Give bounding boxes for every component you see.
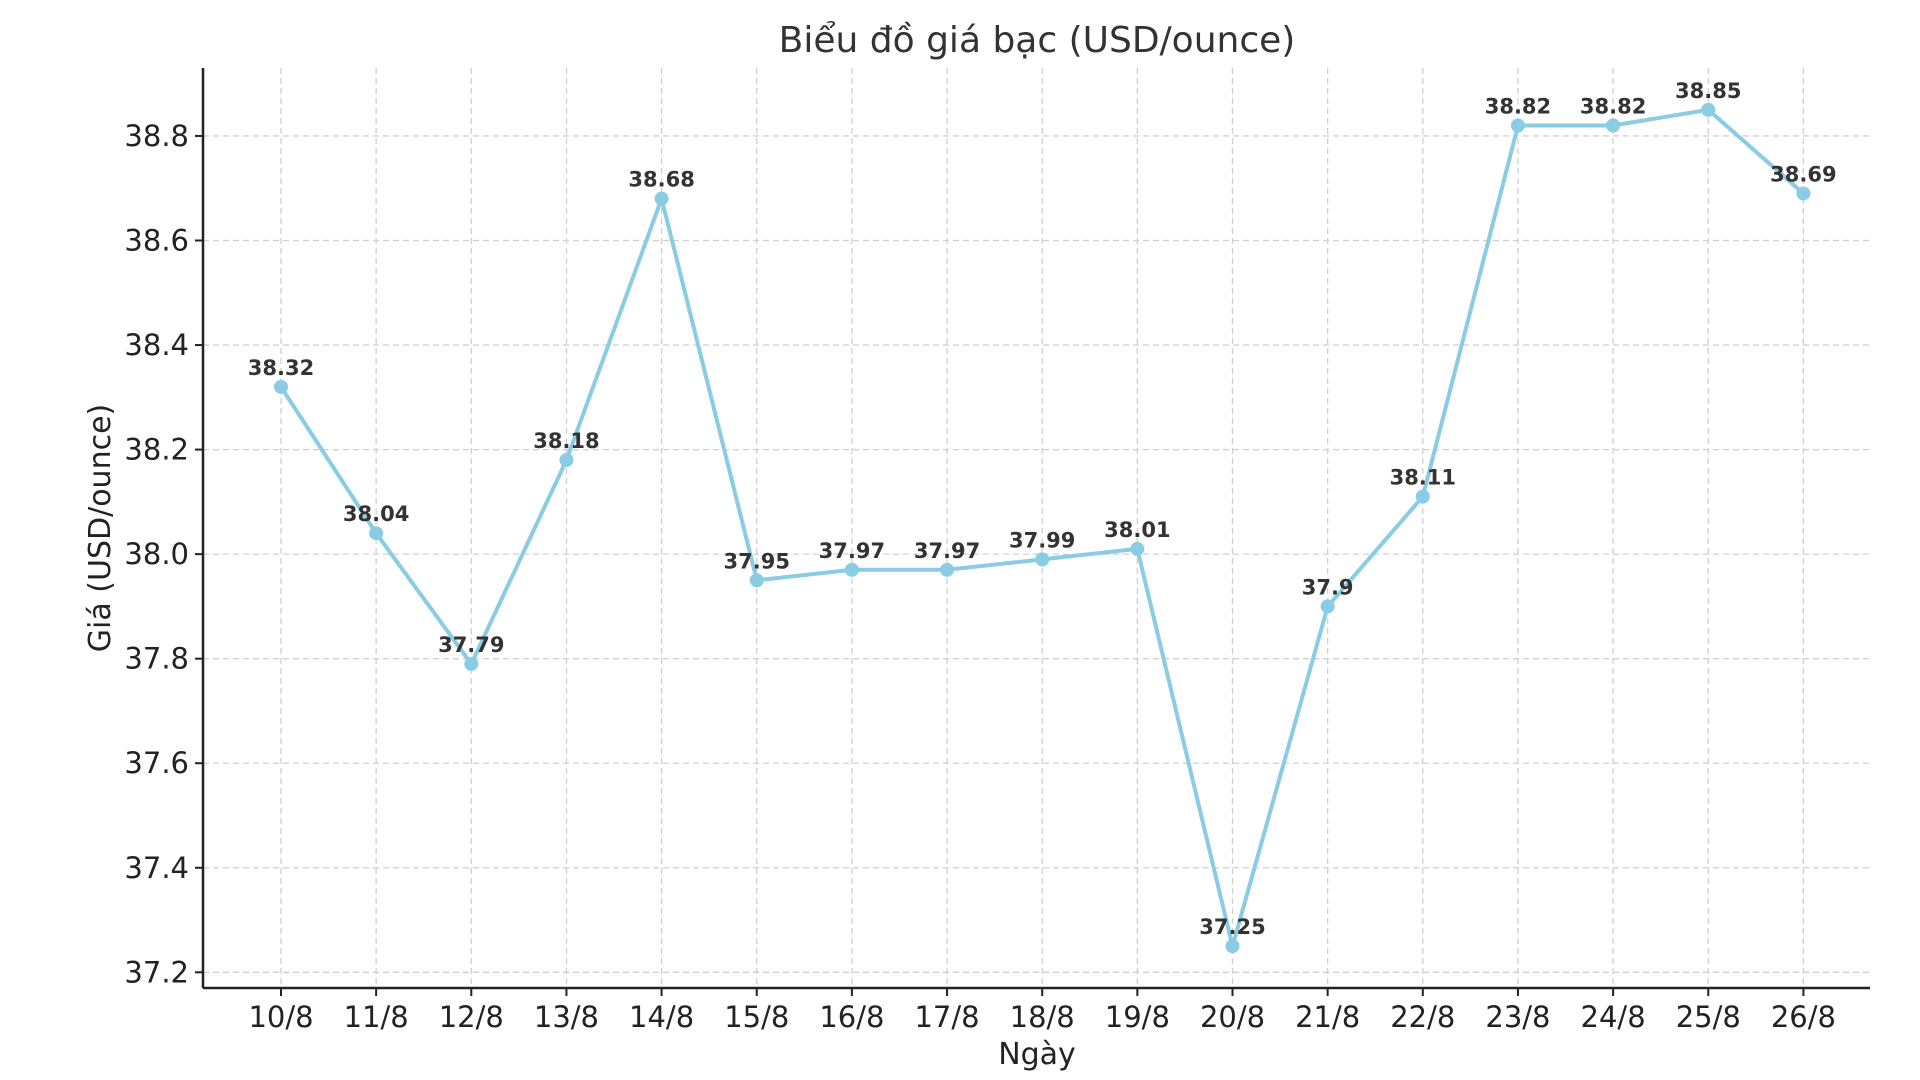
x-tick-label: 16/8: [819, 1000, 884, 1034]
data-label: 38.82: [1580, 95, 1646, 119]
data-point: [1701, 102, 1716, 117]
data-point: [369, 526, 384, 541]
x-tick-label: 21/8: [1295, 1000, 1360, 1034]
data-point: [1796, 186, 1811, 201]
x-tick-label: 11/8: [344, 1000, 409, 1034]
x-ticks: 10/8 11/8 12/8 13/8 14/8 15/8 16/8 17/8 18/8 19/8…: [248, 988, 1836, 1034]
data-point: [274, 379, 288, 394]
data-labels: 38.32 38.04 37.79 38.18 38.68 37.95 37.97 37.97…: [248, 79, 1837, 939]
y-tick-label: 37.2: [124, 955, 189, 989]
data-point: [844, 562, 859, 577]
axes-layer: [201, 68, 1870, 990]
data-point: [749, 573, 764, 588]
data-label: 37.9: [1302, 575, 1354, 599]
data-label: 38.32: [248, 356, 314, 380]
data-label: 37.97: [914, 539, 980, 563]
y-tick-label: 38.6: [124, 224, 189, 258]
data-label: 37.95: [724, 549, 790, 573]
y-tick-label: 38.8: [124, 119, 189, 153]
data-point: [1320, 599, 1335, 614]
data-label: 38.85: [1675, 79, 1741, 103]
data-point: [1415, 489, 1430, 504]
x-tick-label: 25/8: [1676, 1000, 1741, 1034]
data-label: 38.82: [1485, 95, 1551, 119]
data-label: 38.69: [1770, 162, 1836, 186]
grid-layer: [203, 68, 1870, 988]
y-tick-label: 37.8: [124, 642, 189, 676]
chart-title: Biểu đồ giá bạc (USD/ounce): [779, 20, 1296, 61]
x-tick-label: 18/8: [1010, 1000, 1075, 1034]
data-label: 38.01: [1104, 518, 1170, 542]
data-point: [654, 191, 669, 206]
data-point: [1606, 118, 1621, 133]
x-tick-label: 17/8: [914, 1000, 979, 1034]
data-point: [940, 562, 955, 577]
data-point: [464, 656, 479, 671]
x-tick-label: 26/8: [1771, 1000, 1836, 1034]
data-label: 37.97: [819, 539, 885, 563]
x-tick-label: 14/8: [629, 1000, 694, 1034]
data-label: 37.99: [1009, 528, 1075, 552]
x-tick-label: 20/8: [1200, 1000, 1265, 1034]
x-axis-title: Ngày: [998, 1037, 1076, 1072]
data-point: [1130, 541, 1145, 556]
data-label: 38.04: [343, 502, 409, 526]
x-tick-label: 24/8: [1581, 1000, 1646, 1034]
y-tick-label: 38.4: [124, 328, 189, 362]
data-label: 38.68: [628, 168, 694, 192]
x-tick-label: 13/8: [534, 1000, 599, 1034]
y-tick-label: 38.2: [124, 433, 189, 467]
y-ticks: 37.2 37.4 37.6 37.8 38.0 38.2 38.4 38.6 38.8: [124, 119, 203, 989]
data-point: [559, 453, 574, 468]
data-label: 38.18: [533, 429, 599, 453]
x-tick-label: 22/8: [1390, 1000, 1455, 1034]
data-label: 38.11: [1390, 466, 1456, 490]
x-tick-label: 23/8: [1485, 1000, 1550, 1034]
data-point: [1225, 939, 1240, 954]
x-tick-label: 15/8: [724, 1000, 789, 1034]
y-tick-label: 37.4: [124, 851, 189, 885]
data-label: 37.79: [438, 633, 504, 657]
data-point: [1510, 118, 1525, 133]
x-tick-label: 19/8: [1105, 1000, 1170, 1034]
y-tick-label: 38.0: [124, 537, 189, 571]
x-tick-label: 10/8: [248, 1000, 313, 1034]
data-point: [1035, 552, 1050, 567]
data-label: 37.25: [1199, 915, 1265, 939]
y-axis-title: Giá (USD/ounce): [83, 404, 118, 652]
series-layer: [274, 102, 1811, 954]
y-tick-label: 37.6: [124, 746, 189, 780]
x-tick-label: 12/8: [439, 1000, 504, 1034]
